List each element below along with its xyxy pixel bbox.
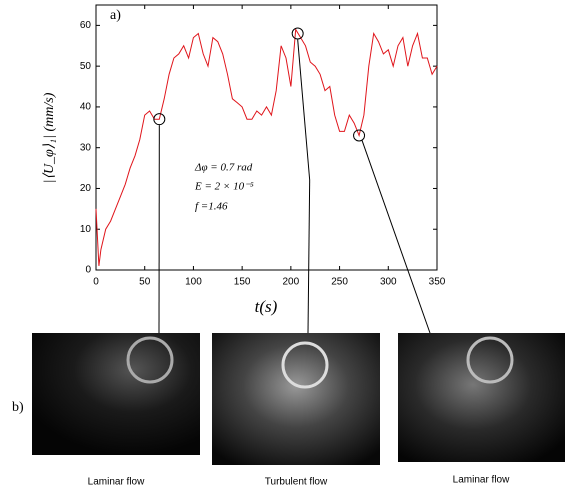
photo	[212, 333, 380, 465]
highlight-marker	[153, 113, 166, 126]
x-tick-label: 0	[93, 277, 99, 288]
y-tick-label: 10	[80, 224, 92, 235]
y-tick-label: 60	[80, 20, 92, 31]
y-axis-label: |⟨U_φ⟩₁| (mm/s)	[42, 92, 57, 183]
caption: Laminar flow	[453, 475, 510, 486]
y-tick-label: 30	[80, 142, 92, 153]
x-tick-label: 250	[331, 277, 348, 288]
x-tick-label: 150	[234, 277, 251, 288]
x-tick-label: 350	[429, 277, 446, 288]
photo-detail	[466, 336, 514, 384]
x-tick-label: 300	[380, 277, 397, 288]
annotation: E = 2 × 10⁻⁵	[194, 181, 254, 193]
highlight-marker	[353, 129, 366, 142]
data-line	[95, 27, 438, 266]
connector	[307, 179, 311, 334]
x-axis-label: t(s)	[255, 297, 278, 316]
y-tick-label: 40	[80, 102, 92, 113]
connector	[297, 39, 311, 181]
annotation: Δφ = 0.7 rad	[194, 162, 253, 174]
connector	[361, 140, 431, 334]
y-tick-label: 20	[80, 183, 92, 194]
y-tick-label: 0	[85, 265, 91, 276]
panel-label: a)	[110, 8, 121, 23]
highlight-marker	[291, 27, 304, 40]
photo	[398, 333, 565, 462]
plot-frame	[95, 4, 438, 271]
panel-label: b)	[12, 400, 24, 415]
photo	[32, 333, 200, 455]
x-tick-label: 100	[185, 277, 202, 288]
y-tick-label: 50	[80, 61, 92, 72]
annotation: f =1.46	[195, 201, 228, 213]
x-tick-label: 50	[139, 277, 151, 288]
photo-detail	[126, 336, 174, 384]
photo-detail	[281, 341, 329, 389]
caption: Laminar flow	[88, 477, 145, 488]
caption: Turbulent flow	[265, 477, 328, 488]
x-tick-label: 200	[283, 277, 300, 288]
